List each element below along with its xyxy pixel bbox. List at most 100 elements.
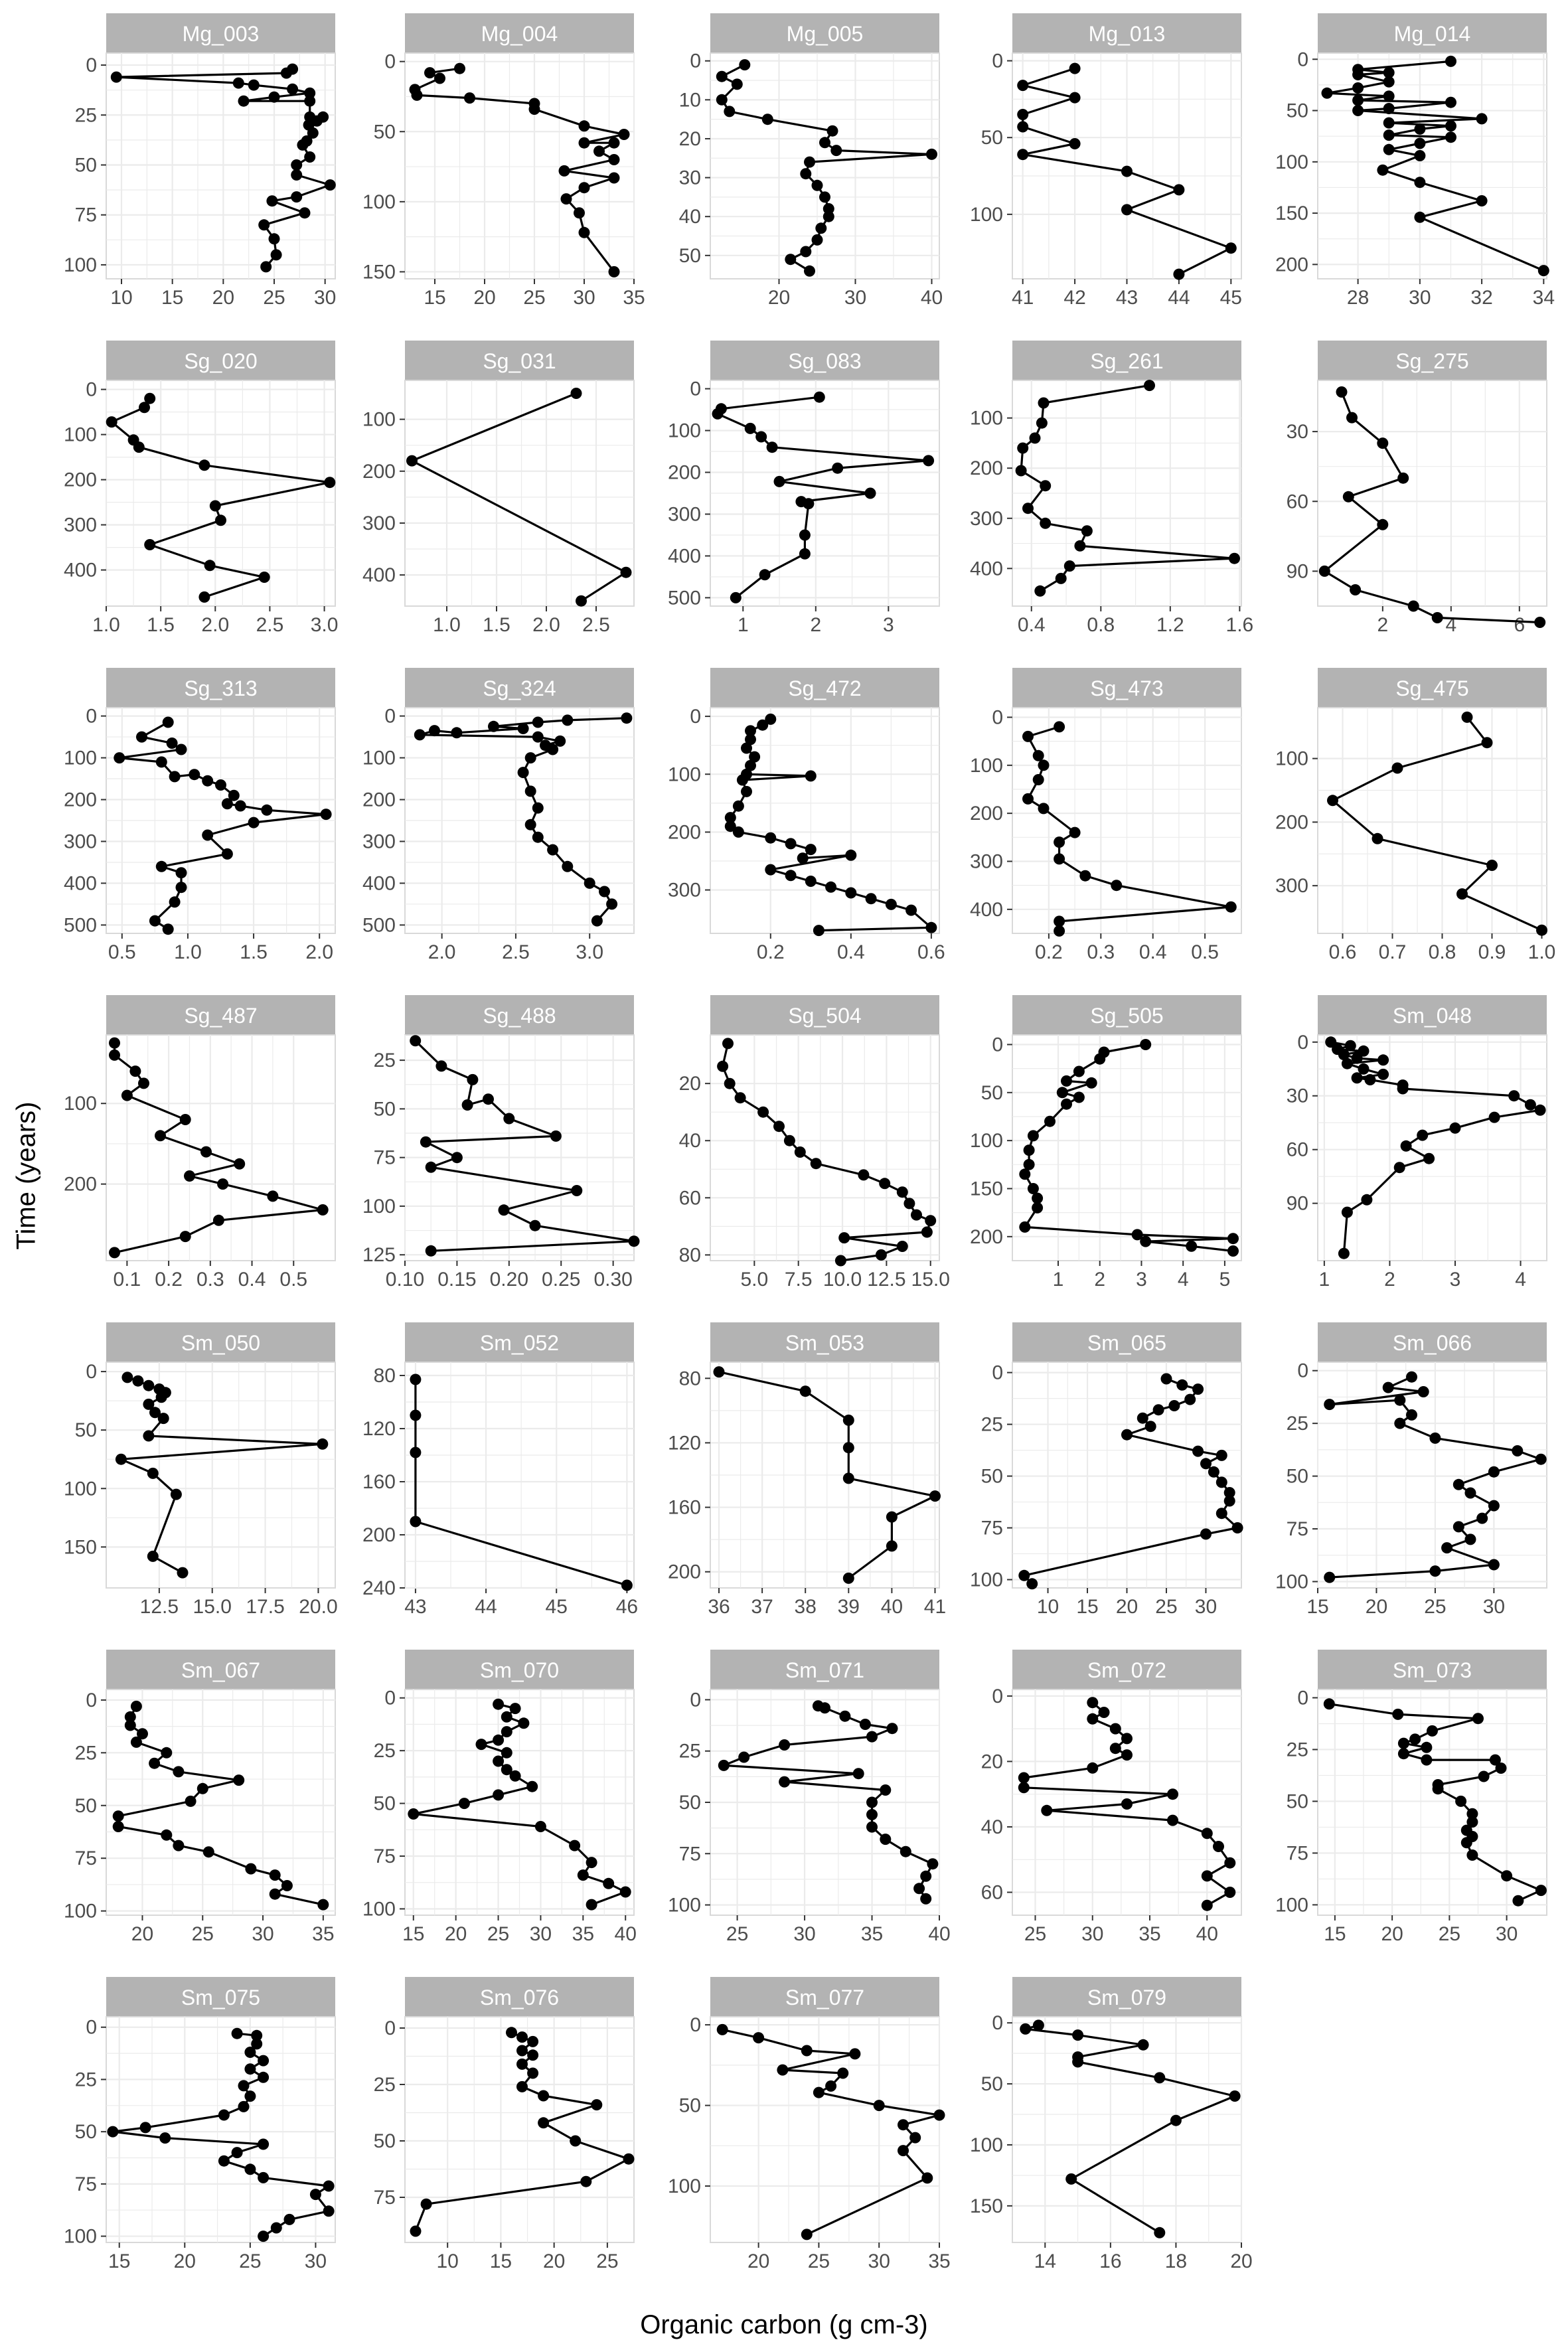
data-point xyxy=(258,2171,270,2183)
data-point xyxy=(215,514,226,526)
data-point xyxy=(1069,92,1081,104)
data-point xyxy=(866,1796,878,1808)
facet-panel-Sg_031: Sg_031 1.0 1.5 2.0 2.5 100 200 300 400 xyxy=(362,341,635,636)
y-tick-label: 20 xyxy=(679,128,701,150)
data-point xyxy=(410,1447,422,1458)
facet-strip xyxy=(1012,13,1241,53)
data-point xyxy=(734,1092,746,1104)
data-point xyxy=(805,844,817,856)
data-point xyxy=(586,1857,597,1869)
data-point xyxy=(852,1768,864,1780)
y-tick-label: 50 xyxy=(374,2130,396,2152)
y-tick-label: 400 xyxy=(970,558,1003,580)
data-point xyxy=(1038,759,1050,771)
x-tick-label: 0.7 xyxy=(1379,941,1407,963)
data-point xyxy=(169,896,181,908)
data-point xyxy=(1184,1393,1196,1405)
facet-strip xyxy=(106,1977,335,2017)
data-point xyxy=(1121,1429,1133,1441)
data-point xyxy=(813,2086,824,2098)
data-point xyxy=(1034,585,1046,597)
data-point xyxy=(1069,826,1081,838)
data-point xyxy=(451,1152,463,1164)
facet-strip-label: Sm_065 xyxy=(1087,1331,1166,1355)
data-point xyxy=(1081,525,1093,537)
facet-panel-Mg_005: Mg_005 20 30 40 0 10 20 30 40 50 xyxy=(679,13,943,309)
data-point xyxy=(212,1214,224,1226)
data-point xyxy=(1223,1495,1235,1507)
facet-strip xyxy=(405,995,634,1035)
x-tick-label: 2.0 xyxy=(532,614,560,636)
data-point xyxy=(429,725,440,737)
data-point xyxy=(266,195,278,207)
data-point xyxy=(270,249,282,261)
facet-strip xyxy=(1318,668,1547,708)
data-point xyxy=(147,1550,159,1562)
data-point xyxy=(1215,1476,1227,1488)
data-point xyxy=(578,182,590,194)
data-point xyxy=(825,881,837,893)
x-axis-title: Organic carbon (g cm-3) xyxy=(640,2310,928,2339)
data-point xyxy=(797,852,809,864)
data-point xyxy=(320,809,332,821)
data-point xyxy=(1397,1748,1409,1760)
x-tick-label: 25 xyxy=(1024,1923,1046,1945)
facet-strip xyxy=(710,1977,939,2017)
y-tick-label: 100 xyxy=(668,763,701,785)
data-point xyxy=(1186,1240,1198,1252)
data-point xyxy=(1036,417,1048,429)
data-point xyxy=(244,2090,256,2102)
y-tick-label: 400 xyxy=(64,872,97,894)
y-tick-label: 75 xyxy=(981,1518,1003,1539)
y-tick-label: 100 xyxy=(970,408,1003,430)
series-line-Sg_031 xyxy=(410,392,627,602)
data-point xyxy=(724,106,736,118)
x-tick-label: 1.5 xyxy=(240,941,268,963)
y-tick-label: 50 xyxy=(981,2073,1003,2095)
x-tick-label: 25 xyxy=(192,1923,214,1945)
data-point xyxy=(281,1880,293,1891)
data-point xyxy=(309,2189,321,2201)
data-point xyxy=(1038,803,1050,815)
data-point xyxy=(317,1204,329,1215)
data-point xyxy=(1054,853,1065,865)
data-point xyxy=(804,156,815,168)
facet-panel-Sm_075: Sm_075 15 20 25 30 0 25 50 75 100 xyxy=(64,1977,336,2272)
data-point xyxy=(1170,2114,1182,2126)
data-point xyxy=(1087,1713,1099,1725)
data-point xyxy=(724,812,736,824)
data-point xyxy=(779,1776,791,1788)
data-point xyxy=(124,1719,136,1731)
x-tick-label: 15.0 xyxy=(911,1269,950,1291)
facet-strip-label: Sm_053 xyxy=(785,1331,864,1355)
data-point xyxy=(799,1385,811,1397)
data-point xyxy=(849,2048,861,2060)
facet-strip xyxy=(1318,13,1547,53)
facet-strip-label: Sm_071 xyxy=(785,1658,864,1682)
data-point xyxy=(501,1764,512,1776)
x-tick-label: 34 xyxy=(1533,287,1555,309)
panel-background xyxy=(1317,1362,1547,1589)
data-point xyxy=(198,459,210,471)
facet-panel-Sm_066: Sm_066 15 20 25 30 0 25 50 75 100 xyxy=(1275,1322,1547,1618)
data-point xyxy=(323,2205,335,2217)
data-point xyxy=(1027,1130,1039,1142)
facet-strip-label: Sg_488 xyxy=(483,1004,556,1028)
data-point xyxy=(109,1049,120,1061)
facet-panel-Sm_077: Sm_077 20 25 30 35 0 50 100 xyxy=(668,1977,951,2272)
data-point xyxy=(406,455,418,467)
y-tick-label: 25 xyxy=(1287,1413,1308,1435)
data-point xyxy=(913,1883,925,1895)
data-point xyxy=(218,2109,230,2121)
x-tick-label: 20 xyxy=(768,287,790,309)
data-point xyxy=(1227,1233,1239,1245)
y-tick-label: 25 xyxy=(981,1414,1003,1436)
data-point xyxy=(248,79,260,91)
y-tick-label: 100 xyxy=(970,1130,1003,1152)
y-tick-label: 300 xyxy=(1275,875,1308,897)
data-point xyxy=(129,1065,141,1077)
x-tick-label: 28 xyxy=(1347,287,1369,309)
y-tick-label: 300 xyxy=(668,880,701,902)
y-tick-label: 400 xyxy=(362,872,396,894)
facet-strip xyxy=(710,995,939,1035)
